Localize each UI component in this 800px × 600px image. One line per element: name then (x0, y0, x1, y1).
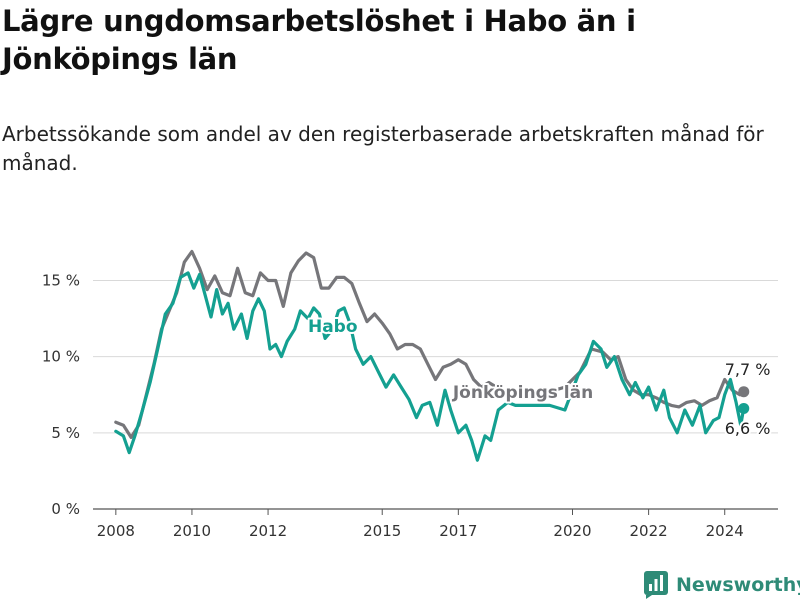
series-line-habo (114, 271, 746, 462)
series-label-habo: Habo (308, 317, 358, 337)
y-axis: 0 % 5 % 10 % 15 % (42, 271, 80, 518)
newsworthy-logo-icon (644, 571, 668, 599)
x-tick-label: 2012 (249, 522, 287, 540)
x-tick-label: 2020 (553, 522, 591, 540)
series-labels: Jönköpings län Habo 7,7 % 6,6 % (306, 315, 772, 440)
series-label-jonkopings-lan: Jönköpings län (452, 383, 593, 403)
series-layer (114, 249, 750, 462)
y-tick-label: 0 % (51, 500, 80, 518)
end-point-jonkopings-lan (738, 386, 750, 398)
x-tick-label: 2024 (706, 522, 744, 540)
brand-name: Newsworthy (676, 574, 800, 596)
y-tick-label: 5 % (51, 424, 80, 442)
end-value-jonkopings-lan: 7,7 % (725, 360, 771, 379)
x-tick-label: 2015 (363, 522, 401, 540)
x-tick-label: 2008 (97, 522, 135, 540)
grid-layer (93, 279, 778, 510)
brand-logo: Newsworthy (644, 570, 800, 600)
series-line-jonkopings-lan (114, 249, 746, 439)
x-tick-label: 2017 (439, 522, 477, 540)
chart-title: Lägre ungdomsarbetslöshet i Habo än i Jö… (2, 4, 636, 76)
x-tick-label: 2022 (630, 522, 668, 540)
end-point-habo (738, 402, 750, 414)
y-tick-label: 15 % (42, 271, 80, 289)
chart-subtitle: Arbetssökande som andel av den registerb… (2, 122, 764, 175)
x-tick-label: 2010 (173, 522, 211, 540)
x-axis: 2008 2010 2012 2015 2017 2020 2022 2024 (97, 509, 744, 540)
end-value-habo: 6,6 % (725, 419, 771, 438)
y-tick-label: 10 % (42, 348, 80, 366)
